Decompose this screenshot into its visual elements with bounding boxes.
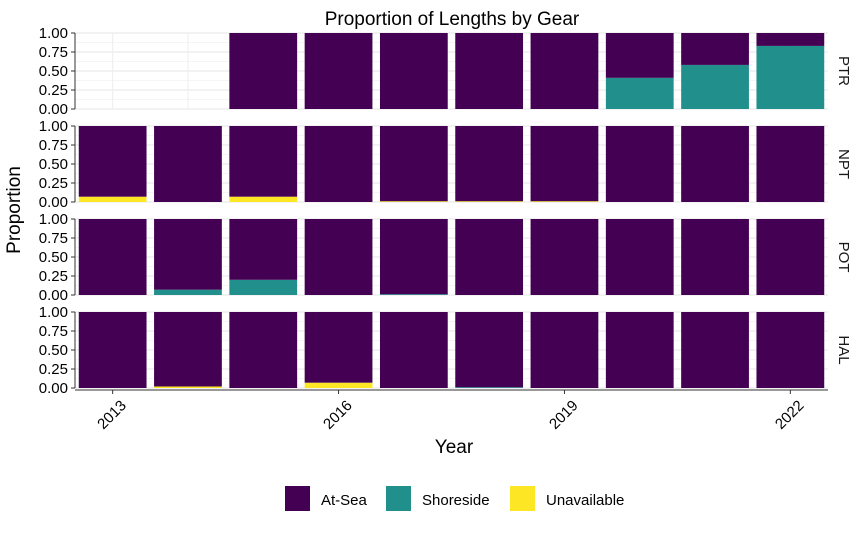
x-tick-label: 2016 bbox=[320, 397, 356, 433]
y-tick-label: 0.50 bbox=[39, 342, 68, 359]
panel-ptr: 0.00 0.25 0.50 0.75 1.00 PTR bbox=[39, 25, 852, 118]
bar-hal-2020-atsea bbox=[605, 312, 674, 388]
bar-pot-2021-atsea bbox=[681, 219, 749, 295]
y-tick-label: 0.50 bbox=[39, 249, 68, 266]
facet-label-ptr: PTR bbox=[835, 56, 852, 86]
y-tick-label: 0.75 bbox=[39, 137, 68, 154]
bar-npt-2013-unavailable bbox=[78, 196, 147, 202]
bar-pot-2017-atsea bbox=[379, 219, 448, 295]
panel-pot: 0.00 0.25 0.50 0.75 1.00 POT bbox=[39, 211, 852, 304]
y-axis-title: Proportion bbox=[4, 166, 25, 254]
legend-swatch-shoreside bbox=[386, 486, 411, 511]
bar-pot-2015-shoreside bbox=[229, 279, 298, 295]
legend-swatch-atsea bbox=[285, 486, 310, 511]
bar-npt-2015-atsea bbox=[229, 126, 298, 197]
bar-pot-2018-atsea bbox=[455, 219, 524, 295]
bar-ptr-2015-atsea bbox=[229, 33, 298, 109]
bar-hal-2015-atsea bbox=[229, 312, 298, 388]
chart-title: Proportion of Lengths by Gear bbox=[325, 9, 580, 30]
bar-ptr-2021-atsea bbox=[681, 33, 749, 65]
x-tick-label: 2013 bbox=[94, 397, 130, 433]
bar-npt-2016-atsea bbox=[304, 126, 373, 202]
facet-label-npt: NPT bbox=[835, 149, 852, 179]
bar-npt-2017-unavailable bbox=[379, 201, 448, 202]
facet-panels: 0.00 0.25 0.50 0.75 1.00 PTR 0.00 0.25 0.50 0.75 1… bbox=[39, 25, 852, 397]
bar-hal-2016-unavailable bbox=[304, 382, 373, 388]
y-tick-label: 0.00 bbox=[39, 380, 68, 397]
x-axis: 2013 2016 2019 2022 bbox=[75, 389, 828, 433]
bar-hal-2019-atsea bbox=[530, 312, 599, 388]
bar-pot-2016-atsea bbox=[304, 219, 373, 295]
bar-npt-2021-atsea bbox=[681, 126, 749, 202]
y-tick-label: 0.25 bbox=[39, 361, 68, 378]
bar-npt-2020-atsea bbox=[605, 126, 674, 202]
y-tick-label: 0.50 bbox=[39, 63, 68, 80]
x-tick-label: 2019 bbox=[546, 397, 582, 433]
bar-ptr-2016-atsea bbox=[304, 33, 373, 109]
bar-npt-2019-unavailable bbox=[530, 201, 599, 202]
legend: At-Sea Shoreside Unavailable bbox=[285, 486, 624, 511]
bar-hal-2013-atsea bbox=[78, 312, 147, 388]
y-tick-label: 1.00 bbox=[39, 118, 68, 135]
bar-pot-2019-atsea bbox=[530, 219, 599, 295]
bar-npt-2022-atsea bbox=[756, 126, 825, 202]
bar-pot-2014-atsea bbox=[154, 219, 222, 290]
legend-label-atsea: At-Sea bbox=[321, 492, 368, 509]
bar-ptr-2022-atsea bbox=[756, 33, 825, 46]
bar-pot-2013-atsea bbox=[78, 219, 147, 295]
x-tick-label: 2022 bbox=[772, 397, 808, 433]
bar-npt-2015-unavailable bbox=[229, 196, 298, 202]
x-axis-title: Year bbox=[435, 437, 474, 458]
y-tick-label: 0.25 bbox=[39, 82, 68, 99]
bar-npt-2013-atsea bbox=[78, 126, 147, 197]
panel-hal: 0.00 0.25 0.50 0.75 1.00 HAL bbox=[39, 304, 852, 397]
y-tick-label: 1.00 bbox=[39, 211, 68, 228]
bar-ptr-2022-shoreside bbox=[756, 45, 825, 109]
legend-label-unavailable: Unavailable bbox=[546, 492, 624, 509]
legend-swatch-unavailable bbox=[510, 486, 535, 511]
bar-hal-2018-atsea bbox=[455, 312, 524, 388]
bar-ptr-2021-shoreside bbox=[681, 64, 749, 109]
bar-pot-2015-atsea bbox=[229, 219, 298, 280]
y-tick-label: 0.25 bbox=[39, 175, 68, 192]
bar-ptr-2019-atsea bbox=[530, 33, 599, 109]
bar-pot-2014-shoreside bbox=[154, 289, 222, 295]
y-tick-label: 0.75 bbox=[39, 230, 68, 247]
y-tick-label: 0.00 bbox=[39, 101, 68, 118]
bar-ptr-2020-atsea bbox=[605, 33, 674, 78]
bar-ptr-2017-atsea bbox=[379, 33, 448, 109]
bar-hal-2014-atsea bbox=[154, 312, 222, 387]
panel-npt: 0.00 0.25 0.50 0.75 1.00 NPT bbox=[39, 118, 852, 211]
bar-ptr-2020-shoreside bbox=[605, 77, 674, 109]
bar-npt-2017-atsea bbox=[379, 126, 448, 202]
bar-pot-2022-atsea bbox=[756, 219, 825, 295]
y-tick-label: 0.25 bbox=[39, 268, 68, 285]
bar-pot-2020-atsea bbox=[605, 219, 674, 295]
facet-label-hal: HAL bbox=[835, 335, 852, 364]
bar-hal-2017-atsea bbox=[379, 312, 448, 388]
bar-hal-2022-atsea bbox=[756, 312, 825, 388]
bar-npt-2018-atsea bbox=[455, 126, 524, 202]
legend-label-shoreside: Shoreside bbox=[422, 492, 490, 509]
y-tick-label: 0.00 bbox=[39, 287, 68, 304]
bar-hal-2016-atsea bbox=[304, 312, 373, 383]
bar-hal-2014-unavailable bbox=[154, 386, 222, 388]
bar-pot-2017-shoreside bbox=[379, 294, 448, 295]
y-tick-label: 0.75 bbox=[39, 44, 68, 61]
y-tick-label: 0.00 bbox=[39, 194, 68, 211]
facet-label-pot: POT bbox=[835, 242, 852, 273]
bar-hal-2021-atsea bbox=[681, 312, 749, 388]
bar-npt-2018-unavailable bbox=[455, 201, 524, 202]
bar-hal-2018-shoreside bbox=[455, 387, 524, 388]
bar-npt-2014-atsea bbox=[154, 126, 222, 202]
y-tick-label: 0.75 bbox=[39, 323, 68, 340]
y-tick-label: 1.00 bbox=[39, 304, 68, 321]
bar-ptr-2018-atsea bbox=[455, 33, 524, 109]
y-tick-label: 1.00 bbox=[39, 25, 68, 42]
bar-npt-2019-atsea bbox=[530, 126, 599, 202]
y-tick-label: 0.50 bbox=[39, 156, 68, 173]
